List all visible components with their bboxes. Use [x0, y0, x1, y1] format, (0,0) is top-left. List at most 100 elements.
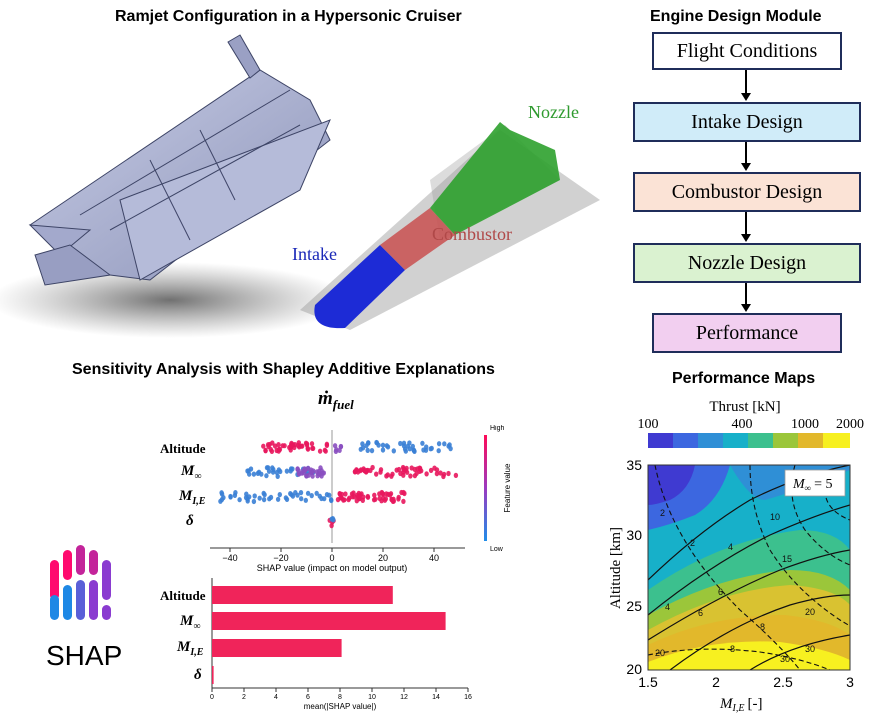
shap-point — [232, 492, 238, 498]
shap-point — [305, 446, 311, 452]
shap-point — [296, 440, 301, 446]
bar-feature-m-ie: MI,E — [177, 639, 204, 658]
shap-point — [267, 441, 272, 448]
shap-point — [270, 465, 275, 471]
shap-point — [329, 497, 334, 504]
shap-point — [262, 492, 267, 498]
shap-point — [338, 444, 344, 450]
beeswarm-tick-label: 0 — [329, 553, 334, 563]
shap-point — [379, 489, 384, 496]
thrust-colorbar — [648, 433, 850, 448]
engine-flowpath — [300, 122, 600, 330]
bar-tick-label: 2 — [242, 694, 246, 701]
bar-tick-label: 4 — [274, 694, 278, 701]
intake-design-box: Intake Design — [633, 102, 861, 142]
shap-point — [219, 490, 224, 496]
shap-point — [251, 498, 257, 505]
shap-point — [390, 471, 395, 477]
shap-point — [446, 470, 451, 477]
y-axis-label: Altitude [km] — [608, 527, 624, 609]
shap-point — [396, 496, 401, 502]
beeswarm-tick-label: 20 — [378, 553, 388, 563]
beeswarm-ticks — [229, 548, 435, 552]
shap-point — [453, 472, 459, 478]
importance-bar — [212, 612, 446, 630]
shap-point — [438, 470, 443, 476]
shap-point — [264, 473, 269, 479]
shap-point — [360, 497, 365, 503]
beeswarm-x-label: SHAP value (impact on model output) — [257, 563, 407, 573]
shap-point — [401, 440, 407, 446]
shap-point — [401, 467, 406, 473]
bar-tick-label: 12 — [400, 694, 408, 701]
contour-label: 4 — [665, 602, 670, 612]
shap-point — [441, 471, 447, 477]
performance-box: Performance — [652, 313, 842, 353]
shap-point — [360, 441, 365, 447]
combustor-part — [380, 208, 455, 270]
cruiser-shadow — [0, 262, 350, 338]
shap-point — [237, 497, 242, 503]
contour-label: 8 — [730, 644, 735, 654]
y-tick: 30 — [626, 527, 642, 543]
shap-point — [305, 490, 311, 496]
shap-point — [310, 445, 315, 451]
importance-bar-chart: 0 2 4 6 8 10 12 14 16 mean(|SHAP value|) — [210, 578, 472, 711]
shap-point — [394, 467, 399, 473]
bar-feature-m-inf: M∞ — [180, 613, 201, 632]
shap-point — [311, 468, 316, 474]
shap-point — [342, 497, 347, 503]
shap-point — [300, 443, 305, 449]
performance-maps-title: Performance Maps — [672, 370, 816, 387]
shap-point — [434, 471, 440, 477]
y-tick: 35 — [626, 457, 642, 473]
shap-point — [403, 448, 408, 454]
shap-point — [369, 448, 375, 454]
ramjet-title: Ramjet Configuration in a Hypersonic Cru… — [115, 8, 462, 25]
shap-point — [379, 498, 384, 504]
shap-point — [290, 466, 295, 472]
shap-point — [374, 471, 379, 477]
shap-point — [284, 468, 290, 474]
flow-arrow-2 — [745, 142, 747, 164]
shap-point — [421, 447, 426, 453]
shap-point — [315, 473, 320, 479]
beeswarm-tick-label: −40 — [222, 553, 237, 563]
beeswarm-plot: −40 −20 0 20 40 SHAP value (impact on mo… — [210, 425, 512, 573]
contour-label: 20 — [655, 648, 665, 658]
shap-point — [261, 443, 266, 449]
contour-label: 4 — [728, 542, 733, 552]
shap-point — [385, 472, 390, 478]
shap-point — [360, 445, 366, 451]
shap-point — [389, 497, 394, 503]
shap-point — [391, 448, 396, 454]
combustor-design-box: Combustor Design — [633, 172, 861, 212]
bar-tick-label: 16 — [464, 694, 472, 701]
bar-feature-altitude: Altitude — [160, 588, 206, 603]
shap-point — [376, 442, 381, 448]
flow-arrow-1 — [745, 70, 747, 94]
shap-point — [363, 469, 368, 475]
shap-point — [309, 441, 315, 447]
shap-point — [218, 498, 223, 504]
bar-tick-label: 6 — [306, 694, 310, 701]
shap-point — [432, 465, 437, 471]
sensitivity-title: Sensitivity Analysis with Shapley Additi… — [72, 361, 495, 378]
nozzle-design-box: Nozzle Design — [633, 243, 861, 283]
bar-x-label: mean(|SHAP value|) — [304, 702, 377, 711]
shap-point — [221, 495, 226, 501]
thrust-tick: 100 — [638, 417, 659, 432]
shap-point — [248, 466, 254, 472]
shap-point — [228, 494, 233, 500]
shap-point — [275, 473, 280, 479]
shap-point — [272, 443, 278, 449]
beeswarm-feature-altitude: Altitude — [160, 441, 206, 456]
combustor-label: Combustor — [432, 224, 513, 244]
thrust-contours — [648, 465, 850, 670]
contour-label: 10 — [770, 512, 780, 522]
shap-point — [247, 471, 252, 477]
shap-point — [365, 494, 371, 500]
bar-tick-label: 10 — [368, 694, 376, 701]
bar-ticks: 0 2 4 6 8 10 12 14 16 — [210, 688, 472, 701]
shap-point — [373, 496, 378, 502]
